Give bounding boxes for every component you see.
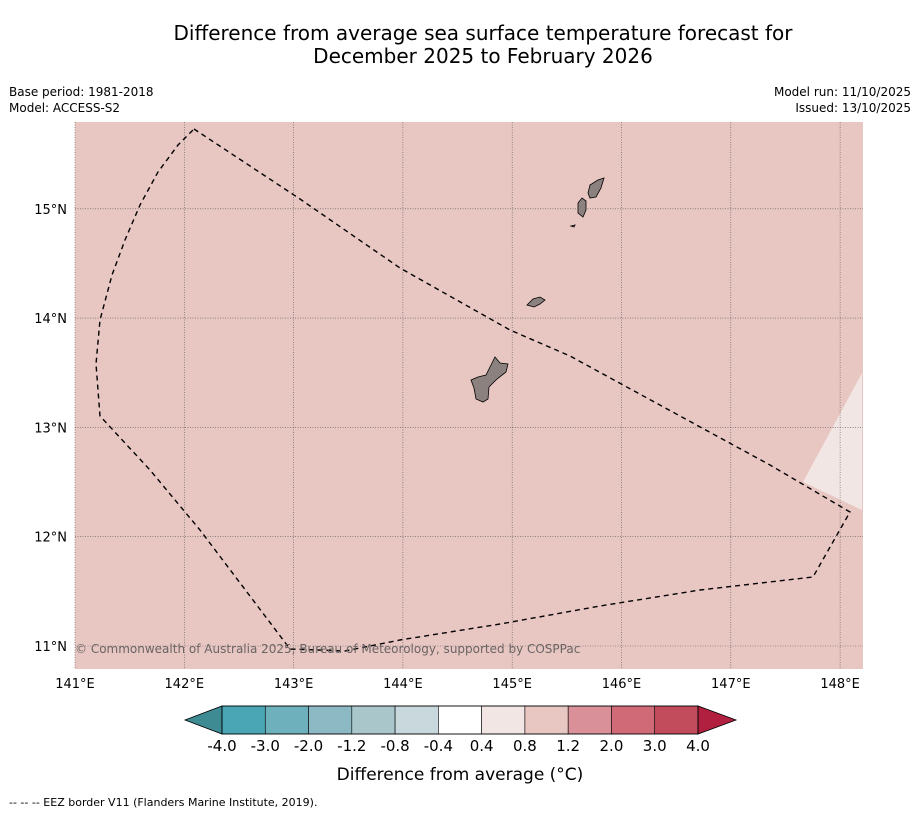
base-period: Base period: 1981-2018 bbox=[9, 85, 154, 99]
title-line-2: December 2025 to February 2026 bbox=[313, 44, 653, 68]
colorbar-tick-label: 2.0 bbox=[600, 737, 624, 755]
longitude-tick-label: 146°E bbox=[602, 677, 642, 692]
colorbar-tick-label: -1.2 bbox=[337, 737, 366, 755]
graticule bbox=[74, 122, 863, 669]
copyright-text: © Commonwealth of Australia 2025, Bureau… bbox=[75, 642, 580, 656]
eez-border bbox=[95, 128, 851, 652]
colorbar-bin bbox=[611, 705, 656, 735]
longitude-tick-label: 142°E bbox=[165, 677, 205, 692]
colorbar-bin bbox=[221, 705, 266, 735]
colorbar-tick-labels: -4.0 -3.0 -2.0 -1.2 -0.8 -0.4 0.4 0.8 1.2 2.0 3.0 4… bbox=[207, 737, 710, 755]
colorbar-bin bbox=[481, 705, 526, 735]
colorbar-extend-high bbox=[697, 705, 738, 735]
colorbar-tick-label: -2.0 bbox=[294, 737, 323, 755]
longitude-tick-label: 143°E bbox=[274, 677, 314, 692]
colorbar-bin bbox=[524, 705, 569, 735]
islands bbox=[470, 177, 605, 403]
latitude-tick-label: 12°N bbox=[34, 531, 67, 546]
colorbar-tick-label: -0.8 bbox=[380, 737, 409, 755]
colorbar-extend-low bbox=[183, 705, 223, 735]
longitude-tick-label: 145°E bbox=[492, 677, 532, 692]
colorbar-bin bbox=[654, 705, 699, 735]
colorbar-tick-label: -4.0 bbox=[207, 737, 236, 755]
guam-island bbox=[470, 356, 509, 403]
longitude-labels: 141°E 142°E 143°E 144°E 145°E 146°E 147°E 148°E bbox=[55, 677, 860, 692]
colorbar-bin bbox=[308, 705, 353, 735]
colorbar-tick-label: 4.0 bbox=[686, 737, 710, 755]
title-line-1: Difference from average sea surface temp… bbox=[173, 21, 793, 45]
meta-left: Base period: 1981-2018 Model: ACCESS-S2 bbox=[9, 84, 154, 116]
model-run: Model run: 11/10/2025 bbox=[773, 85, 911, 99]
colorbar-bin bbox=[394, 705, 439, 735]
longitude-tick-label: 148°E bbox=[820, 677, 860, 692]
colorbar-bin bbox=[351, 705, 396, 735]
colorbar-bins bbox=[221, 705, 699, 735]
aguijan-island bbox=[569, 224, 576, 228]
model-name: Model: ACCESS-S2 bbox=[9, 101, 121, 115]
longitude-tick-label: 141°E bbox=[55, 677, 95, 692]
latitude-labels: 11°N 12°N 13°N 14°N 15°N bbox=[34, 203, 67, 655]
longitude-tick-label: 144°E bbox=[383, 677, 423, 692]
colorbar-frame bbox=[221, 705, 699, 735]
colorbar-tick-label: -0.4 bbox=[424, 737, 453, 755]
colorbar-bin bbox=[567, 705, 612, 735]
colorbar: -4.0 -3.0 -2.0 -1.2 -0.8 -0.4 0.4 0.8 1.2 2.0 3.0 4… bbox=[183, 705, 738, 785]
eez-legend-note: -- -- -- EEZ border V11 (Flanders Marine… bbox=[9, 796, 318, 809]
latitude-tick-label: 14°N bbox=[34, 312, 67, 327]
latitude-tick-label: 15°N bbox=[34, 203, 67, 218]
colorbar-tick-label: 0.4 bbox=[470, 737, 494, 755]
colorbar-tick-label: 3.0 bbox=[643, 737, 667, 755]
saipan-island bbox=[587, 177, 605, 199]
colorbar-tick-label: 0.8 bbox=[513, 737, 537, 755]
latitude-tick-label: 13°N bbox=[34, 421, 67, 436]
colorbar-tick-label: -3.0 bbox=[251, 737, 280, 755]
latitude-tick-label: 11°N bbox=[34, 640, 67, 655]
chart-title: Difference from average sea surface temp… bbox=[0, 22, 919, 68]
rota-island bbox=[526, 296, 546, 308]
colorbar-tick-label: 1.2 bbox=[556, 737, 580, 755]
longitude-tick-label: 147°E bbox=[711, 677, 751, 692]
colorbar-title: Difference from average (°C) bbox=[337, 765, 584, 785]
colorbar-bin bbox=[264, 705, 309, 735]
meta-right: Model run: 11/10/2025 Issued: 13/10/2025 bbox=[774, 84, 911, 116]
tinian-island bbox=[577, 197, 587, 218]
ocean-anomaly-field bbox=[75, 122, 863, 669]
warm-anomaly-patch bbox=[803, 373, 862, 510]
colorbar-bin bbox=[438, 705, 482, 735]
issued-date: Issued: 13/10/2025 bbox=[795, 101, 911, 115]
map-panel: © Commonwealth of Australia 2025, Bureau… bbox=[74, 122, 863, 669]
